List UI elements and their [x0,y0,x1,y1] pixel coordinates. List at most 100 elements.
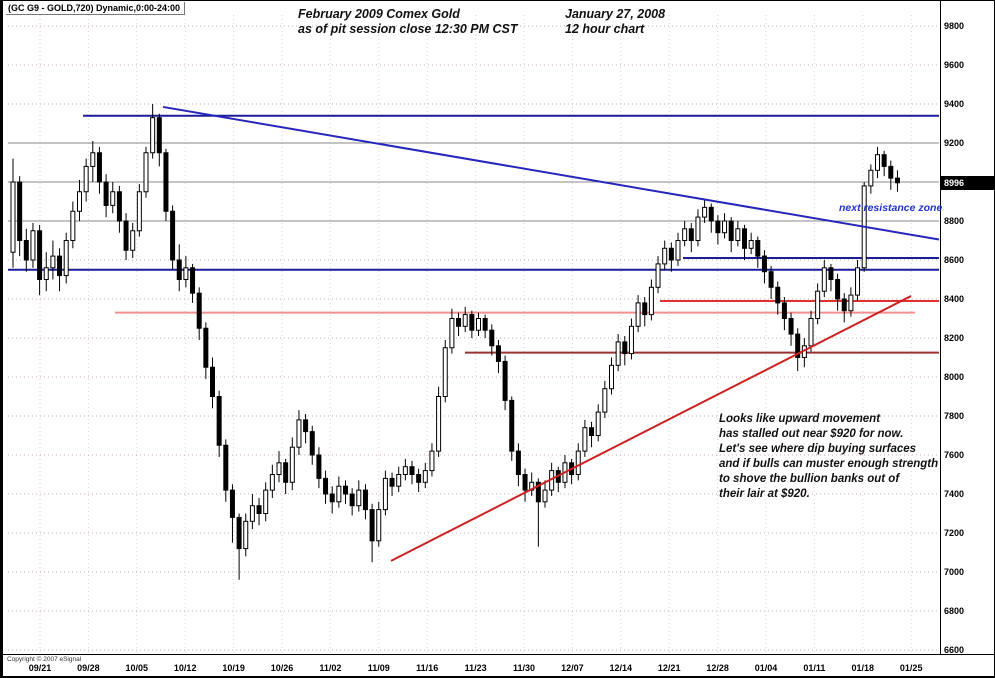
candle-body-down [835,279,841,300]
candle [469,310,475,338]
candle-body-down [622,341,628,355]
candle [688,222,694,253]
candle [495,339,501,374]
candle-body-up [183,267,189,280]
candle [136,183,142,237]
chart-title-line1: February 2009 Comex Gold [298,7,460,21]
candle-body-down [888,165,894,179]
candle [210,357,215,409]
candle-body-up [855,267,861,296]
candle-body-down [96,152,102,183]
date-axis: Copyright © 2007 eSignal 09/21 09/28 10/05… [3,654,994,676]
candle-body-up [702,206,708,218]
price-axis-tick: 6800 [944,606,965,616]
candle-body-down [535,481,541,503]
candle [429,443,435,477]
date-axis-tick: 01/04 [754,663,778,673]
chart-title-line2: as of pit session close 12:30 PM CST [298,22,518,36]
candle-body-up [77,191,82,212]
candle [50,240,56,280]
candle [609,357,614,395]
candle [329,486,335,514]
candle [236,513,242,580]
ascending-red-trendline [390,295,912,562]
date-axis-tick: 11/23 [464,663,487,673]
candle [336,476,342,508]
candle [575,443,581,481]
candle-body-down [176,259,182,280]
candle-body-down [688,228,694,242]
candle-body-up [848,294,854,312]
candle [781,297,787,331]
candle [77,180,82,221]
candle-body-up [815,290,821,320]
candle-body-up [682,228,688,242]
candle [715,215,721,245]
candle-body-up [462,314,468,327]
candle-body-up [602,388,608,413]
analyst-note-line: Looks like upward movement [719,413,881,425]
candle-body-down [369,509,375,542]
candle [682,221,688,247]
candle-body-up [648,286,654,316]
candle [289,437,295,491]
date-axis-tick: 01/18 [851,663,875,673]
candle [695,209,701,247]
price-axis-tick: 9600 [944,60,965,70]
candle-body-down [482,318,488,331]
candle [143,146,149,198]
candle-body-down [203,327,209,368]
candle-body-down [894,177,900,184]
candle [356,480,362,512]
candle-body-up [635,302,641,327]
candle-body-up [429,450,435,472]
candle [702,199,708,223]
candle [595,404,601,442]
candle [722,213,728,239]
candle-body-down [170,210,176,261]
candle-body-up [150,117,156,154]
candle [422,462,428,489]
candle [362,484,368,520]
candle [116,185,122,233]
candle-body-up [90,152,96,167]
candle [728,217,734,253]
candle-body-up [30,230,36,261]
candle-body-down [456,318,462,327]
candle [382,470,388,516]
candle [223,439,229,502]
candle [249,494,255,530]
candle [130,222,136,259]
candle [462,306,468,333]
candle-body-up [143,152,149,193]
candle [742,224,747,260]
candle-body-down [116,191,122,222]
candle [216,390,222,457]
candle [875,146,880,179]
candle-body-up [615,341,621,366]
candle [828,263,834,292]
candle [808,310,814,352]
candle-body-down [489,329,495,347]
candle [894,170,900,192]
candle [70,201,76,249]
candle-body-up [821,267,827,292]
date-axis-tick: 12/07 [561,663,584,673]
candle [522,468,528,502]
candle [203,322,209,379]
candle [735,221,741,247]
price-axis: 8996 9800 9600 9400 9200 8800 8600 8400 8200 800… [940,1,994,655]
candle [775,281,781,315]
last-price-tag: 8996 [941,175,994,190]
chart-date-line1: January 27, 2008 [565,7,666,21]
price-axis-tick: 8400 [944,294,965,304]
symbol-label: (GC G9 - GOLD,720) Dynamic,0:00-24:00 [6,2,186,15]
candle [150,104,156,159]
candle [196,287,202,340]
candle [43,252,49,292]
candle [83,158,89,202]
candle [23,228,29,272]
date-axis-tick: 09/28 [77,663,100,673]
candle [163,148,169,221]
